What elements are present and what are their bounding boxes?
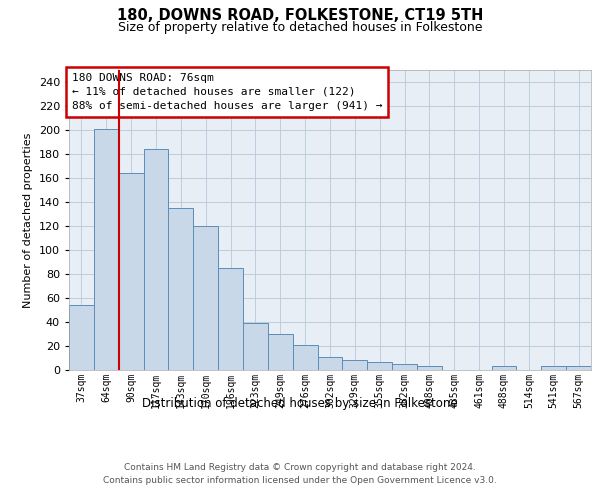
Text: Contains HM Land Registry data © Crown copyright and database right 2024.: Contains HM Land Registry data © Crown c…	[124, 462, 476, 471]
Bar	[417, 366, 442, 370]
Bar	[566, 366, 591, 370]
Bar	[169, 208, 193, 370]
Text: Distribution of detached houses by size in Folkestone: Distribution of detached houses by size …	[142, 398, 458, 410]
Bar	[317, 357, 343, 370]
Bar	[193, 226, 218, 370]
Text: 180, DOWNS ROAD, FOLKESTONE, CT19 5TH: 180, DOWNS ROAD, FOLKESTONE, CT19 5TH	[117, 8, 483, 22]
Text: Size of property relative to detached houses in Folkestone: Size of property relative to detached ho…	[118, 21, 482, 34]
Text: Contains public sector information licensed under the Open Government Licence v3: Contains public sector information licen…	[103, 476, 497, 485]
Bar	[119, 173, 143, 370]
Bar	[243, 323, 268, 370]
Bar	[392, 364, 417, 370]
Bar	[293, 345, 317, 370]
Bar	[491, 366, 517, 370]
Bar	[367, 362, 392, 370]
Y-axis label: Number of detached properties: Number of detached properties	[23, 132, 33, 308]
Bar	[94, 129, 119, 370]
Bar	[343, 360, 367, 370]
Bar	[218, 268, 243, 370]
Bar	[268, 334, 293, 370]
Bar	[541, 366, 566, 370]
Bar	[69, 305, 94, 370]
Text: 180 DOWNS ROAD: 76sqm
← 11% of detached houses are smaller (122)
88% of semi-det: 180 DOWNS ROAD: 76sqm ← 11% of detached …	[71, 73, 382, 111]
Bar	[143, 149, 169, 370]
